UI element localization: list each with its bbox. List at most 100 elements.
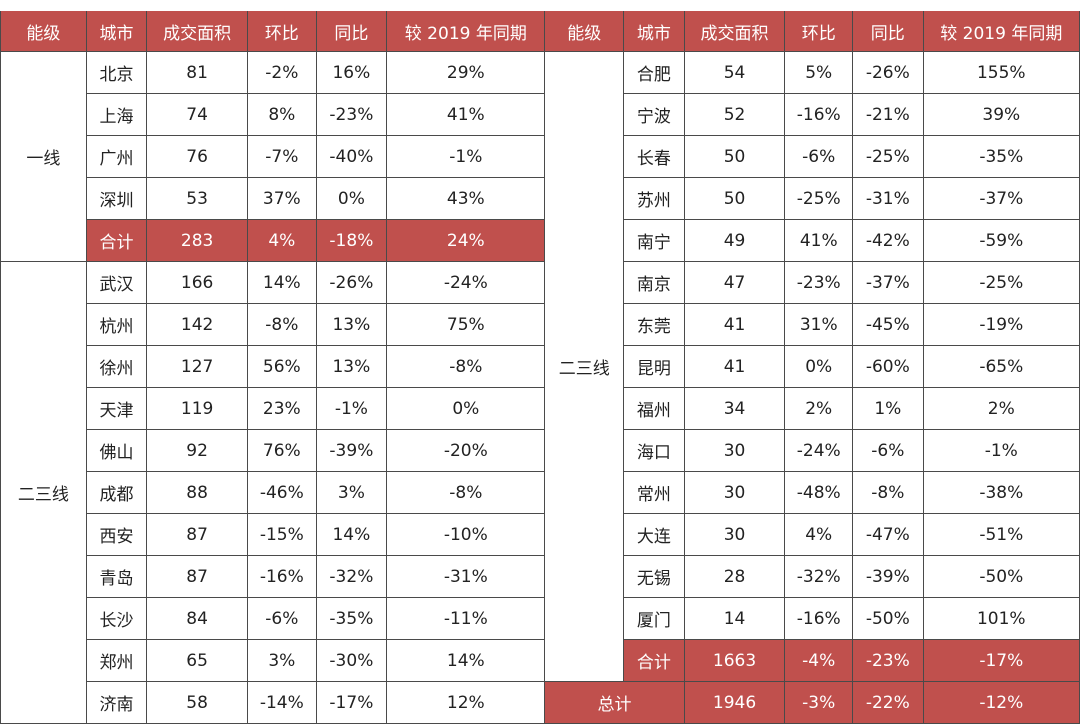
yoy-cell: -6% <box>852 429 924 472</box>
table-row: 合计 283 4% -18% 24% 南宁 49 41% -42% -59% <box>1 219 1080 262</box>
vs2019-cell: -38% <box>922 471 1080 514</box>
mom-cell: 76% <box>247 429 317 472</box>
header-vs2019: 较 2019 年同期 <box>386 11 546 52</box>
vs2019-cell: -10% <box>386 513 546 556</box>
area-cell: 127 <box>146 345 249 388</box>
header-area: 成交面积 <box>146 11 249 52</box>
city-cell: 合肥 <box>623 51 685 94</box>
mom-cell: -6% <box>784 135 854 178</box>
area-cell: 28 <box>683 555 786 598</box>
table-row: 天津 119 23% -1% 0% 福州 34 2% 1% 2% <box>1 387 1080 430</box>
yoy-cell: -35% <box>315 597 388 640</box>
area-cell: 41 <box>683 303 786 346</box>
mom-cell: -6% <box>247 597 317 640</box>
area-cell: 142 <box>146 303 249 346</box>
yoy-cell: 13% <box>315 303 388 346</box>
mom-cell: 0% <box>784 345 854 388</box>
table-row: 上海 74 8% -23% 41% 宁波 52 -16% -21% 39% <box>1 93 1080 136</box>
table-row: 济南 58 -14% -17% 12% 总计 1946 -3% -22% -12… <box>1 681 1080 724</box>
city-cell: 天津 <box>85 387 148 430</box>
total-label: 总计 <box>544 681 685 724</box>
area-cell: 34 <box>683 387 786 430</box>
table-row: 长沙 84 -6% -35% -11% 厦门 14 -16% -50% 101% <box>1 597 1080 640</box>
vs2019-cell: -11% <box>386 597 546 640</box>
header-vs2019-right: 较 2019 年同期 <box>922 11 1080 52</box>
yoy-cell: -31% <box>852 177 924 220</box>
vs2019-cell: -37% <box>922 177 1080 220</box>
vs2019-cell: -51% <box>922 513 1080 556</box>
mom-cell: -48% <box>784 471 854 514</box>
yoy-cell: 3% <box>315 471 388 514</box>
header-tier-right: 能级 <box>544 11 625 52</box>
city-cell: 佛山 <box>85 429 148 472</box>
vs2019-cell: 41% <box>386 93 546 136</box>
area-cell: 41 <box>683 345 786 388</box>
mom-cell: -7% <box>247 135 317 178</box>
vs2019-cell: -24% <box>386 261 546 304</box>
mom-cell: 23% <box>247 387 317 430</box>
city-cell: 昆明 <box>623 345 685 388</box>
vs2019-cell: -1% <box>386 135 546 178</box>
subtotal-area: 1663 <box>683 639 786 682</box>
vs2019-cell: 2% <box>922 387 1080 430</box>
mom-cell: -23% <box>784 261 854 304</box>
vs2019-cell: -8% <box>386 345 546 388</box>
area-cell: 87 <box>146 513 249 556</box>
city-cell: 杭州 <box>85 303 148 346</box>
area-cell: 49 <box>683 219 786 262</box>
city-cell: 无锡 <box>623 555 685 598</box>
header-yoy-right: 同比 <box>852 11 924 52</box>
mom-cell: 31% <box>784 303 854 346</box>
area-cell: 50 <box>683 135 786 178</box>
city-cell: 广州 <box>85 135 148 178</box>
table-row: 深圳 53 37% 0% 43% 苏州 50 -25% -31% -37% <box>1 177 1080 220</box>
area-cell: 30 <box>683 471 786 514</box>
vs2019-cell: 75% <box>386 303 546 346</box>
header-city: 城市 <box>85 11 148 52</box>
yoy-cell: 13% <box>315 345 388 388</box>
vs2019-cell: 12% <box>386 681 546 724</box>
subtotal-mom: -4% <box>784 639 854 682</box>
area-cell: 52 <box>683 93 786 136</box>
mom-cell: 2% <box>784 387 854 430</box>
mom-cell: 56% <box>247 345 317 388</box>
subtotal-vs2019: -17% <box>922 639 1080 682</box>
vs2019-cell: -65% <box>922 345 1080 388</box>
yoy-cell: 14% <box>315 513 388 556</box>
vs2019-cell: -35% <box>922 135 1080 178</box>
vs2019-cell: 14% <box>386 639 546 682</box>
vs2019-cell: -59% <box>922 219 1080 262</box>
city-cell: 苏州 <box>623 177 685 220</box>
yoy-cell: -37% <box>852 261 924 304</box>
mom-cell: -8% <box>247 303 317 346</box>
vs2019-cell: 39% <box>922 93 1080 136</box>
area-cell: 87 <box>146 555 249 598</box>
yoy-cell: -39% <box>315 429 388 472</box>
mom-cell: 14% <box>247 261 317 304</box>
subtotal-label: 合计 <box>85 219 148 262</box>
city-cell: 青岛 <box>85 555 148 598</box>
vs2019-cell: -20% <box>386 429 546 472</box>
vs2019-cell: -19% <box>922 303 1080 346</box>
vs2019-cell: 29% <box>386 51 546 94</box>
yoy-cell: -8% <box>852 471 924 514</box>
yoy-cell: -45% <box>852 303 924 346</box>
city-cell: 上海 <box>85 93 148 136</box>
area-cell: 84 <box>146 597 249 640</box>
area-cell: 119 <box>146 387 249 430</box>
area-cell: 30 <box>683 429 786 472</box>
mom-cell: -15% <box>247 513 317 556</box>
yoy-cell: -26% <box>315 261 388 304</box>
yoy-cell: -60% <box>852 345 924 388</box>
vs2019-cell: 155% <box>922 51 1080 94</box>
total-yoy: -22% <box>852 681 924 724</box>
yoy-cell: 16% <box>315 51 388 94</box>
area-cell: 74 <box>146 93 249 136</box>
yoy-cell: -42% <box>852 219 924 262</box>
city-cell: 福州 <box>623 387 685 430</box>
yoy-cell: -26% <box>852 51 924 94</box>
city-cell: 常州 <box>623 471 685 514</box>
tier-label: 二三线 <box>0 261 87 724</box>
mom-cell: -14% <box>247 681 317 724</box>
vs2019-cell: -25% <box>922 261 1080 304</box>
